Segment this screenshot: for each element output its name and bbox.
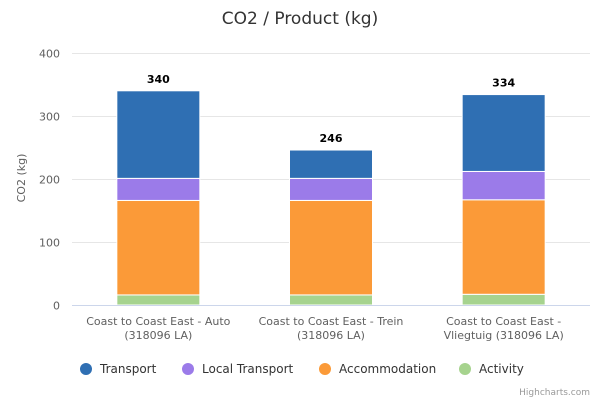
bar-segment[interactable] xyxy=(289,149,373,179)
bar-segment[interactable] xyxy=(116,177,201,201)
bars xyxy=(116,90,546,306)
y-tick-label: 200 xyxy=(39,174,60,187)
legend-item[interactable]: Transport xyxy=(80,362,157,376)
y-tick-label: 300 xyxy=(39,111,60,124)
bar-segment[interactable] xyxy=(461,170,546,201)
data-label: 340 xyxy=(147,73,170,86)
bar-segment[interactable] xyxy=(461,199,546,295)
bar-segment[interactable] xyxy=(461,293,546,306)
bar-segment[interactable] xyxy=(289,199,373,296)
legend-item[interactable]: Local Transport xyxy=(182,362,294,376)
y-axis-label: CO2 (kg) xyxy=(15,154,28,203)
legend-label: Local Transport xyxy=(202,362,294,376)
y-tick-label: 100 xyxy=(39,237,60,250)
legend: Transport Local Transport Accommodation Act… xyxy=(80,362,524,376)
legend-label: Transport xyxy=(99,362,157,376)
chart-title: CO2 / Product (kg) xyxy=(222,9,378,29)
data-labels: 340 246 334 xyxy=(147,73,516,145)
bar-segment[interactable] xyxy=(461,94,546,172)
y-tick-label: 0 xyxy=(53,300,60,313)
bar-segment[interactable] xyxy=(116,90,201,179)
legend-label: Activity xyxy=(479,362,524,376)
x-tick-label: Coast to Coast East - Trein (318096 LA) xyxy=(259,315,404,342)
legend-marker xyxy=(459,363,471,375)
y-axis-ticks: 0 100 200 300 400 xyxy=(39,48,60,313)
data-label: 334 xyxy=(492,77,515,90)
x-tick-label: Coast to Coast East -Vliegtuig (318096 L… xyxy=(444,315,564,342)
x-tick-label: Coast to Coast East - Auto (318096 LA) xyxy=(86,315,230,342)
y-tick-label: 400 xyxy=(39,48,60,61)
x-axis-categories: Coast to Coast East - Auto (318096 LA) Coa… xyxy=(86,315,564,342)
bar-segment[interactable] xyxy=(116,294,201,306)
bar-segment[interactable] xyxy=(289,294,373,306)
bar-segment[interactable] xyxy=(116,199,201,296)
legend-marker xyxy=(80,363,92,375)
legend-label: Accommodation xyxy=(339,362,436,376)
credits[interactable]: Highcharts.com xyxy=(519,388,590,398)
data-label: 246 xyxy=(320,132,343,145)
legend-item[interactable]: Activity xyxy=(459,362,524,376)
legend-marker xyxy=(319,363,331,375)
legend-marker xyxy=(182,363,194,375)
bar-segment[interactable] xyxy=(289,177,373,201)
legend-item[interactable]: Accommodation xyxy=(319,362,436,376)
